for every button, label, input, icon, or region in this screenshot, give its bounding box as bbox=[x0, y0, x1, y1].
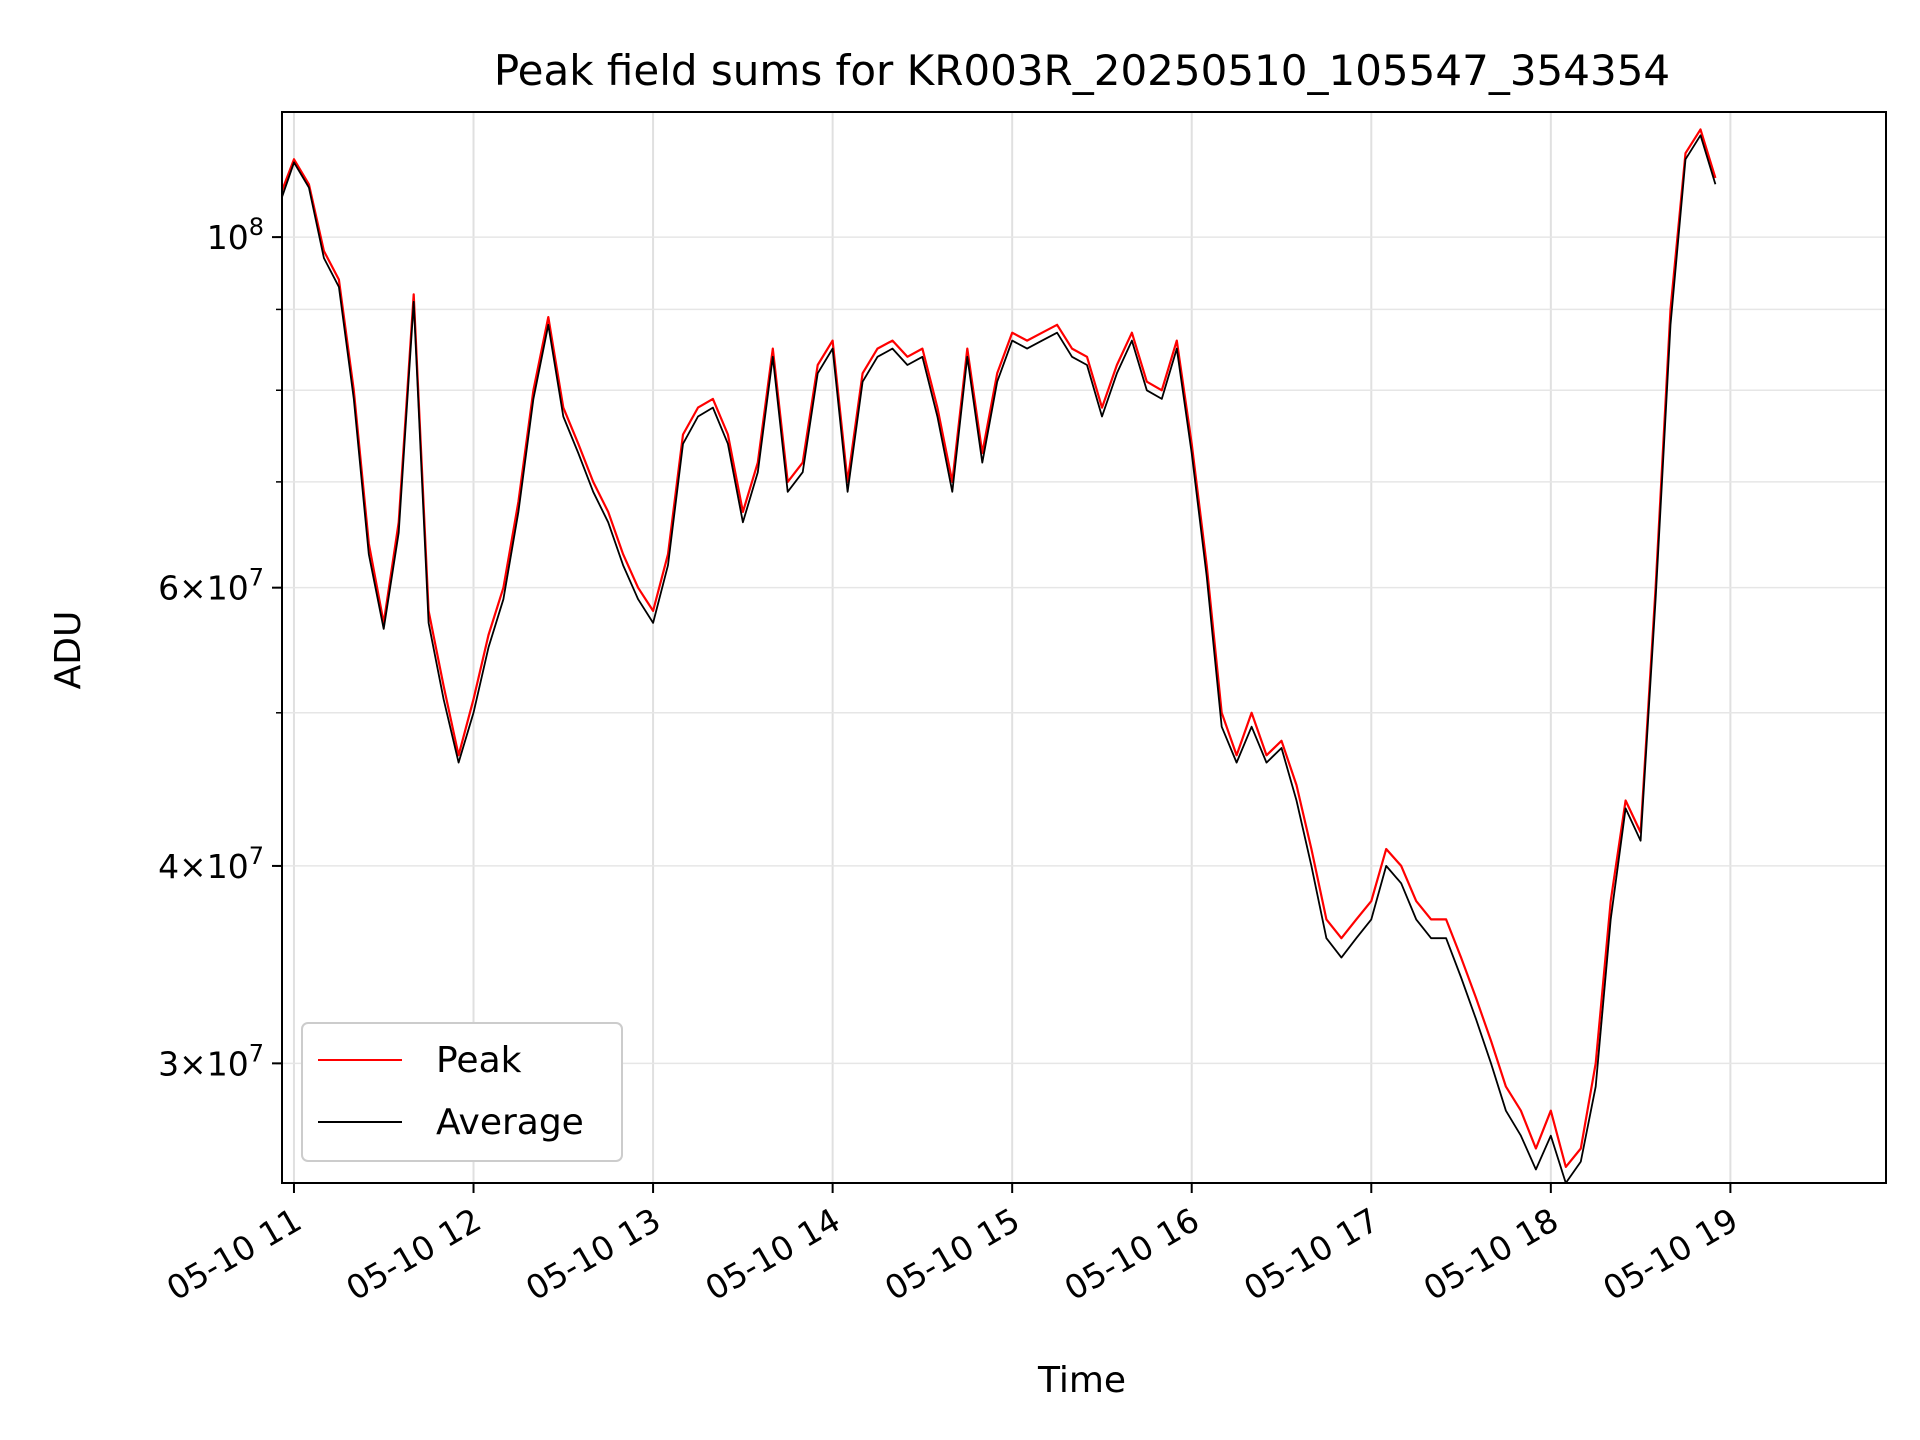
y-tick-label: 108 bbox=[207, 213, 264, 257]
series-line-average bbox=[281, 134, 1717, 1184]
y-tick-label: 3×107 bbox=[158, 1039, 264, 1083]
x-tick-label: 05-10 11 bbox=[160, 1200, 308, 1308]
y-tick-label: 6×107 bbox=[158, 564, 264, 608]
y-tick-label: 4×107 bbox=[158, 842, 264, 886]
x-tick-label: 05-10 14 bbox=[699, 1200, 847, 1308]
x-tick-label: 05-10 19 bbox=[1596, 1200, 1744, 1308]
x-tick-label: 05-10 17 bbox=[1237, 1200, 1385, 1308]
x-tick-label: 05-10 13 bbox=[519, 1200, 667, 1308]
legend-box bbox=[301, 1022, 623, 1162]
series-layer bbox=[280, 128, 1717, 1184]
legend-label-average: Average bbox=[436, 1102, 584, 1143]
x-tick-label: 05-10 18 bbox=[1417, 1200, 1565, 1308]
x-tick-label: 05-10 16 bbox=[1058, 1200, 1206, 1308]
y-tick-labels: 108 6×107 4×107 3×107 bbox=[158, 213, 264, 1083]
y-axis-label: ADU bbox=[48, 611, 89, 690]
tick-marks bbox=[272, 236, 1732, 1193]
legend-label-peak: Peak bbox=[436, 1040, 522, 1081]
x-tick-labels: 05-10 11 05-10 12 05-10 13 05-10 14 05-10 15… bbox=[160, 1200, 1744, 1308]
plot-frame bbox=[281, 111, 1887, 1184]
series-line-peak bbox=[280, 128, 1717, 1169]
x-tick-label: 05-10 15 bbox=[878, 1200, 1026, 1308]
legend: Peak Average bbox=[301, 1022, 623, 1162]
x-tick-label: 05-10 12 bbox=[340, 1200, 488, 1308]
chart-title: Peak field sums for KR003R_20250510_1055… bbox=[494, 46, 1670, 95]
grid bbox=[282, 112, 1886, 1183]
x-axis-label: Time bbox=[1037, 1360, 1126, 1401]
